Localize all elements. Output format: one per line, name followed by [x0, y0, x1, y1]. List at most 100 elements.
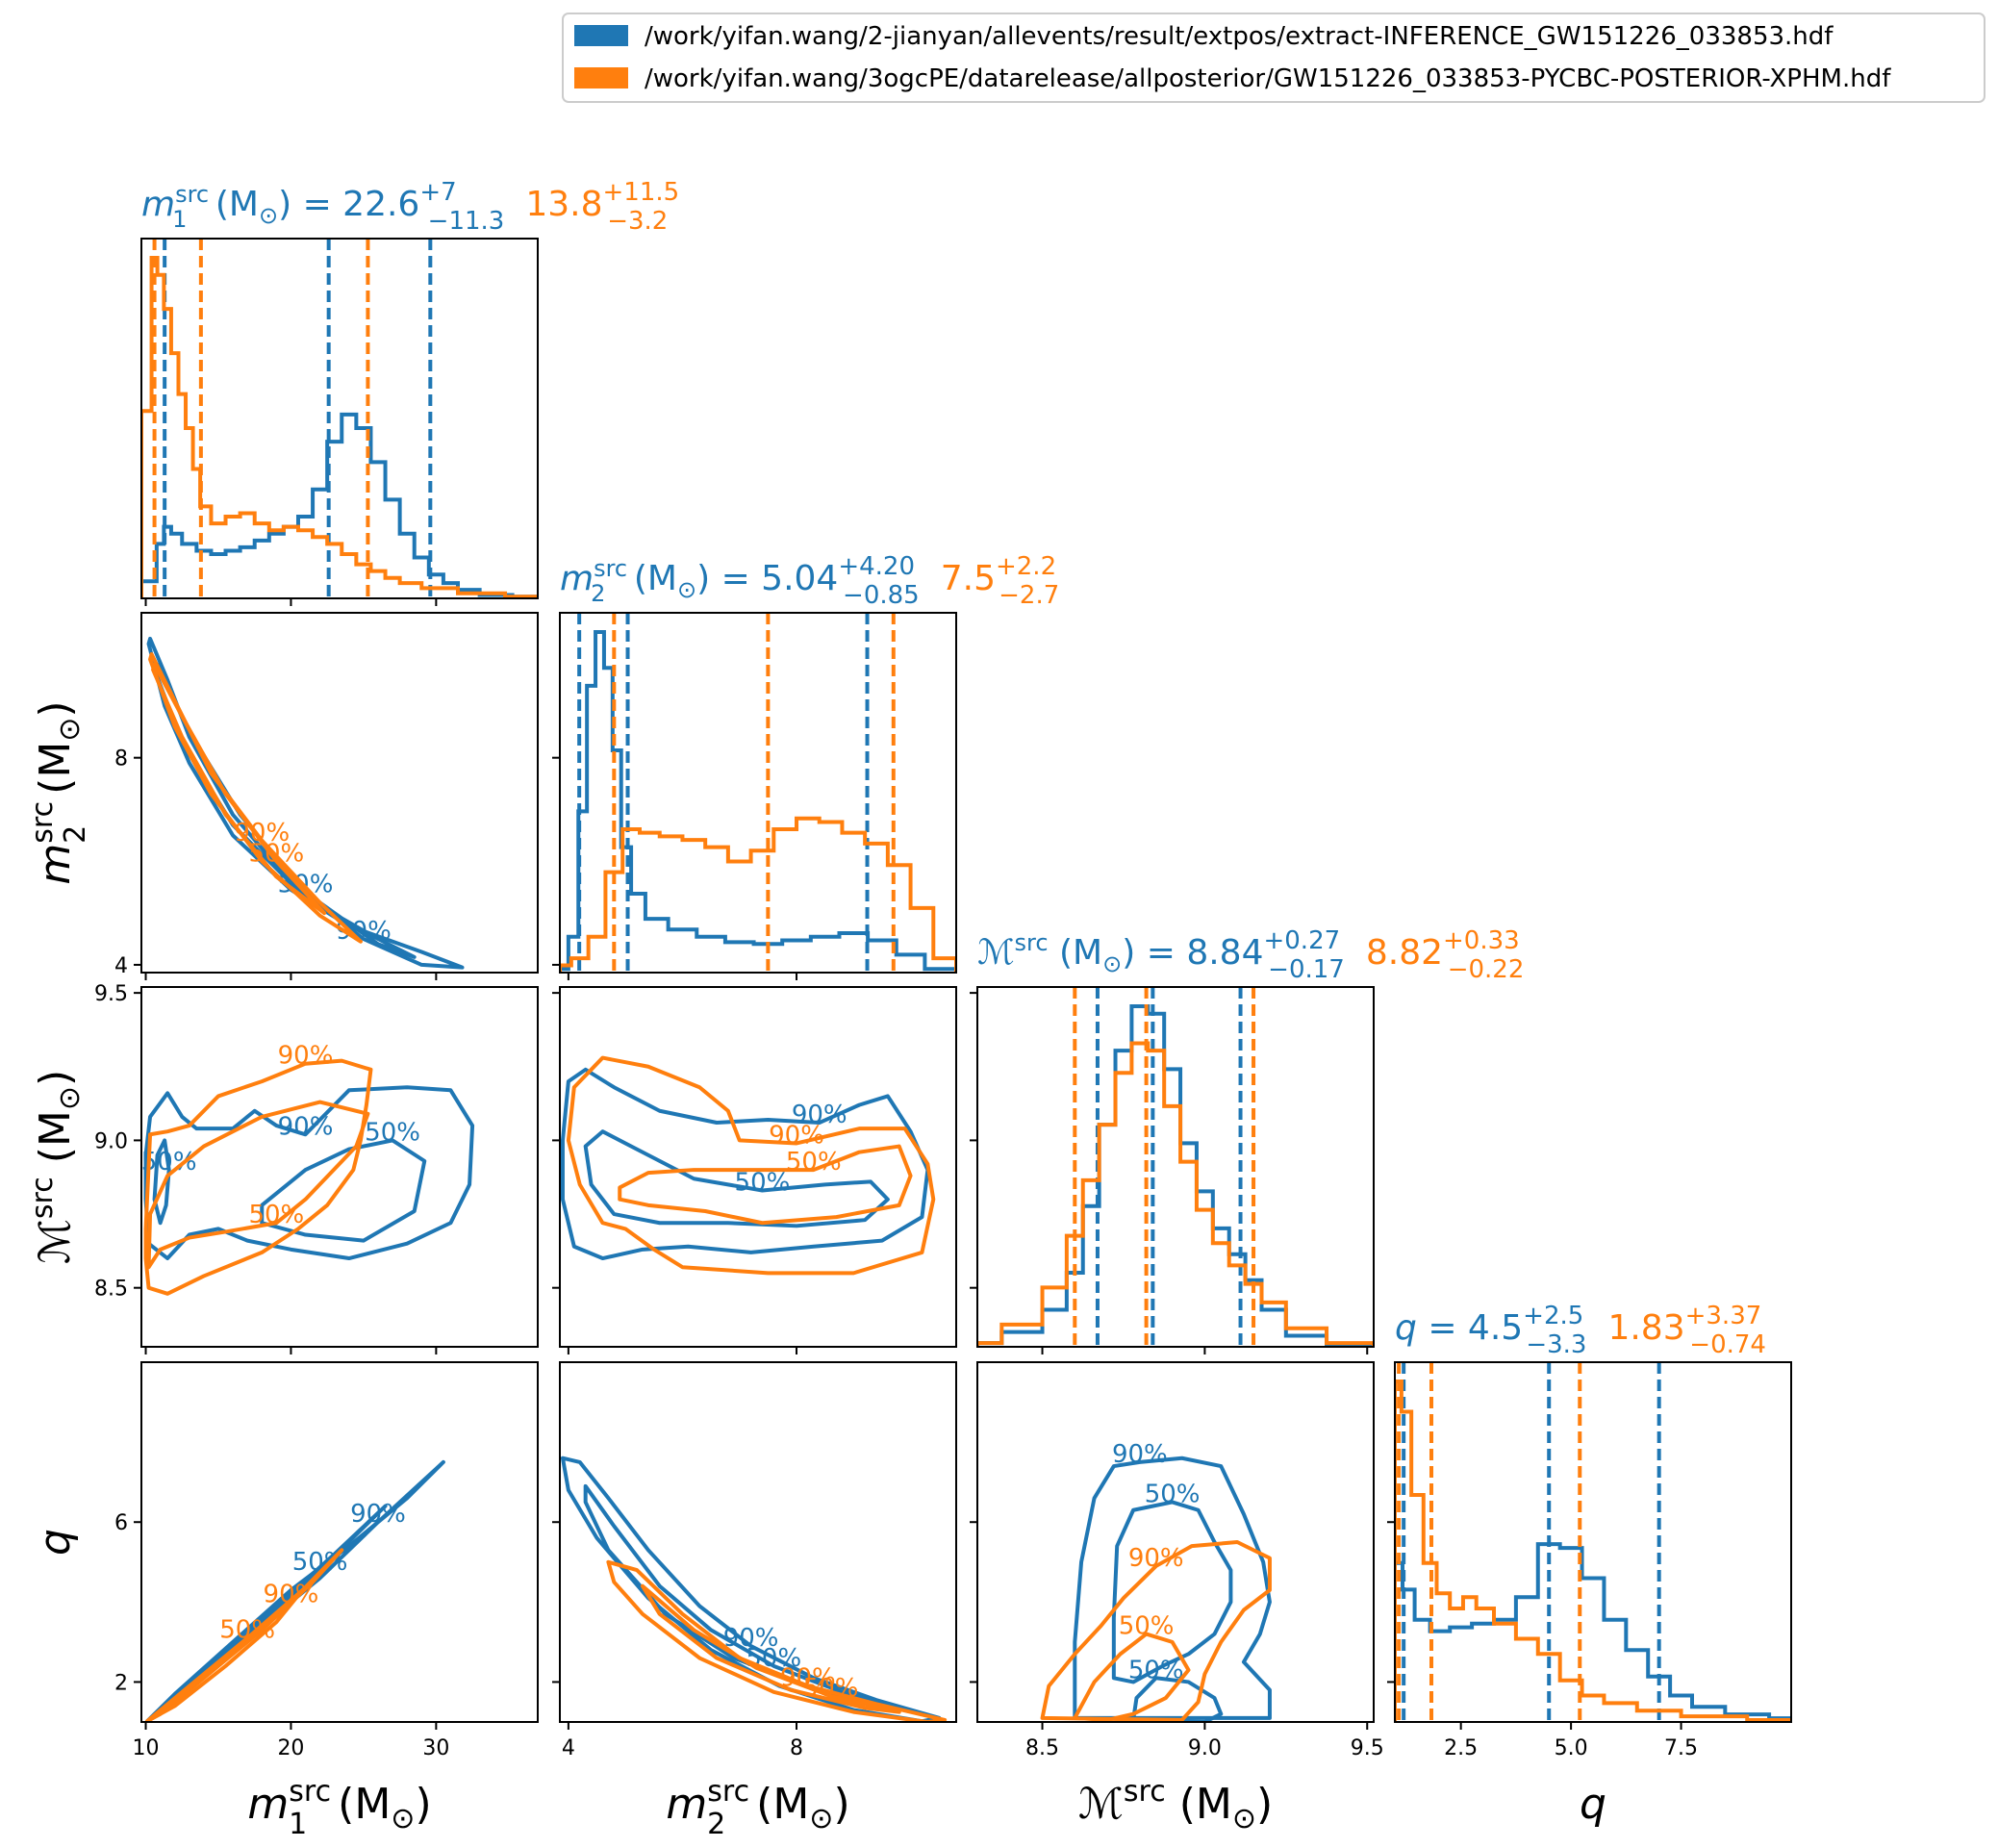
histogram-series-1 — [977, 1041, 1374, 1347]
contour-90 — [146, 636, 465, 970]
axis-unit: (M — [1166, 1780, 1232, 1829]
title-unit-close: ) — [278, 185, 291, 224]
legend: /work/yifan.wang/2-jianyan/allevents/res… — [562, 13, 1985, 103]
title-sup: src — [175, 181, 209, 208]
title-unit-close: ) — [1122, 933, 1135, 973]
panel-frame — [1394, 1361, 1792, 1723]
contour-label: 50% — [365, 1118, 420, 1147]
contour-50 — [152, 1138, 171, 1226]
contour-label: 50% — [219, 1616, 275, 1645]
contour-label: 50% — [248, 1201, 304, 1229]
panel-frame — [559, 986, 957, 1348]
title-mc: ℳsrc (M⊙) = 8.84+0.27 −0.17 8.82+0.33 −0.22 — [977, 926, 1524, 984]
title-orange: 1.83+3.37 −0.74 — [1607, 1302, 1766, 1359]
panel-mc-q: 90% 50% 50% 90% 50% 8.5 9.0 9.5 — [970, 1361, 1384, 1760]
title-symbol: ℳ — [977, 933, 1015, 973]
title-blue-plus: +4.20 — [838, 552, 915, 581]
contour-label: 90% — [792, 1101, 847, 1129]
contour-label: 50% — [1119, 1612, 1175, 1641]
contour-label: 90% — [723, 1624, 779, 1653]
contour-label: 50% — [803, 1674, 859, 1703]
title-blue: msrc 2 (M⊙) = 5.04+4.20 −0.85 — [560, 552, 920, 610]
contour-label: 90% — [278, 1112, 334, 1141]
title-blue: q = 4.5+2.5 −3.3 — [1395, 1302, 1586, 1359]
contour-50 — [1073, 1632, 1191, 1722]
x-tick-label: 4 — [562, 1736, 575, 1760]
panel-m2-hist — [552, 612, 957, 980]
panel-content: 90% 50% 50% 90% 50% — [1040, 1440, 1272, 1722]
title-blue-minus: −0.85 — [843, 581, 920, 610]
panel-m1-m2: 90%50%90%50% 4 8 — [114, 612, 539, 980]
title-blue-median: = 4.5 — [1428, 1308, 1523, 1348]
title-unit-sub: ⊙ — [1102, 950, 1122, 977]
contour-label: 90% — [1128, 1544, 1184, 1573]
x-tick-label: 7.5 — [1664, 1736, 1698, 1760]
title-orange-median: 8.82 — [1366, 933, 1443, 973]
axis-unit-close: ) — [1256, 1780, 1273, 1829]
panel-frame — [976, 986, 1375, 1348]
title-sub: 2 — [591, 580, 605, 607]
axis-unit: (M — [31, 742, 80, 808]
axis-symbol: ℳ — [1078, 1780, 1124, 1829]
contour-90 — [606, 1559, 948, 1722]
histogram-series-0 — [977, 1004, 1374, 1347]
histogram-series-0 — [1395, 1542, 1791, 1722]
axis-unit: (M — [31, 1110, 80, 1177]
contour-label: 50% — [1145, 1480, 1201, 1508]
contour-90 — [560, 1067, 930, 1261]
contour-label: 50% — [1128, 1656, 1184, 1684]
contour-50 — [260, 1138, 427, 1243]
contour-90 — [1073, 1456, 1272, 1720]
panel-m1-hist — [140, 238, 539, 606]
title-blue-minus: −0.17 — [1268, 955, 1345, 984]
contour-label: 50% — [786, 1148, 842, 1177]
title-orange-minus: −0.74 — [1689, 1330, 1766, 1359]
title-blue-median: = 5.04 — [710, 559, 838, 598]
title-orange-median: 1.83 — [1607, 1308, 1684, 1348]
title-blue-plus: +7 — [419, 178, 456, 207]
x-tick-label: 20 — [277, 1736, 304, 1760]
title-blue: msrc 1 (M⊙) = 22.6+7 −11.3 — [141, 178, 504, 236]
title-blue: ℳsrc (M⊙) = 8.84+0.27 −0.17 — [977, 926, 1345, 984]
panel-content — [977, 987, 1374, 1347]
axis-symbol: q — [1580, 1780, 1606, 1829]
axis-unit-close: ) — [415, 1780, 431, 1829]
axis-unit-sub: ⊙ — [809, 1802, 833, 1835]
title-unit: (M — [622, 559, 677, 598]
title-unit: (M — [204, 185, 259, 224]
axis-sup: src — [289, 1775, 331, 1809]
contour-50 — [583, 1129, 890, 1228]
title-m2: msrc 2 (M⊙) = 5.04+4.20 −0.85 7.5+2.2 −2.7 — [560, 552, 1059, 610]
histogram-series-0 — [560, 630, 956, 973]
axis-symbol: m — [31, 844, 80, 885]
axis-unit-close: ) — [833, 1780, 849, 1829]
axis-sub: 2 — [707, 1808, 725, 1841]
title-blue-minus: −3.3 — [1526, 1330, 1586, 1359]
contour-50 — [618, 1144, 913, 1226]
panel-frame — [559, 1361, 957, 1723]
panel-frame — [140, 1361, 539, 1723]
x-axis-label-m2: msrc 2 (M⊙) — [666, 1775, 849, 1841]
axis-sup: src — [1124, 1775, 1166, 1809]
title-blue-plus: +0.27 — [1263, 926, 1340, 955]
legend-entry-label: /work/yifan.wang/3ogcPE/datarelease/allp… — [645, 64, 1891, 93]
x-tick-label: 2.5 — [1444, 1736, 1478, 1760]
x-axis-label-q: q — [1580, 1780, 1606, 1829]
title-orange-plus: +0.33 — [1443, 926, 1520, 955]
panel-mc-hist — [970, 986, 1375, 1354]
panel-m2-mc: 90%50%90%50% — [552, 986, 957, 1354]
axis-symbol: q — [31, 1529, 80, 1556]
title-blue-plus: +2.5 — [1523, 1302, 1583, 1330]
x-axis-label-m1: msrc 1 (M⊙) — [247, 1775, 431, 1841]
panel-content — [141, 239, 538, 598]
panel-q-hist: 2.5 5.0 7.5 — [1387, 1361, 1792, 1760]
panel-content: 90%50%90%50% — [560, 1456, 948, 1722]
axis-unit: (M — [743, 1780, 809, 1829]
axis-sup: src — [26, 801, 60, 844]
y-axis-label-q: q — [31, 1529, 80, 1556]
panel-m1-mc: 90%50%50%90%50%8.59.09.5 — [94, 982, 539, 1354]
axis-symbol: m — [666, 1780, 707, 1829]
x-tick-label: 30 — [422, 1736, 449, 1760]
axis-sub: 2 — [59, 825, 92, 844]
